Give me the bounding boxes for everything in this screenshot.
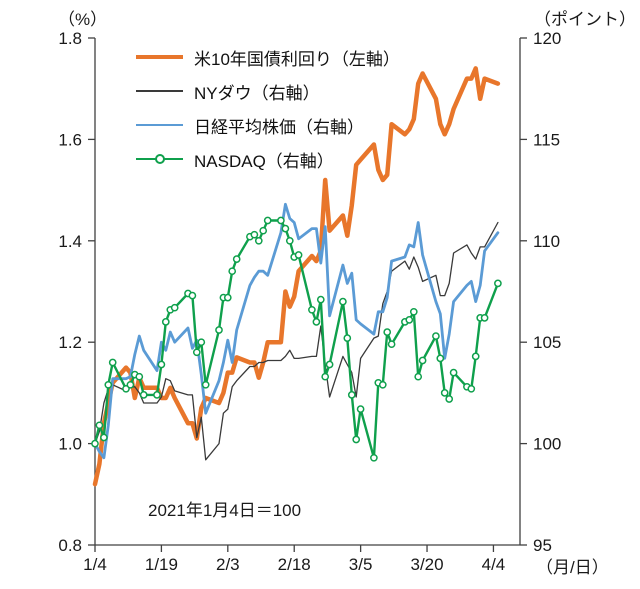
legend-item-us10y: 米10年国債利回り（左軸） (136, 46, 400, 69)
left-axis-unit-label: （%） (58, 10, 108, 29)
us10y-line-sample (136, 46, 183, 68)
legend-label-nasdaq: NASDAQ（右軸） (194, 151, 334, 171)
svg-text:1.6: 1.6 (58, 130, 82, 149)
svg-text:1.0: 1.0 (58, 435, 82, 454)
nikkei-line-sample (136, 114, 183, 136)
line-swatch-icon (136, 54, 183, 60)
svg-text:2/18: 2/18 (278, 555, 311, 574)
legend-item-nikkei: 日経平均株価（右軸） (136, 114, 400, 137)
line-swatch-icon (136, 90, 183, 92)
svg-text:4/4: 4/4 (482, 555, 506, 574)
svg-text:3/20: 3/20 (410, 555, 443, 574)
svg-text:1.4: 1.4 (58, 232, 82, 251)
nydow-line-sample (136, 80, 183, 102)
svg-text:110: 110 (533, 232, 560, 251)
legend-label-nikkei: 日経平均株価（右軸） (194, 117, 364, 137)
svg-text:0.8: 0.8 (58, 536, 82, 555)
svg-text:120: 120 (533, 29, 561, 48)
base-date-annotation: 2021年1月4日＝100 (148, 501, 302, 520)
svg-text:3/5: 3/5 (349, 555, 373, 574)
svg-text:115: 115 (533, 130, 560, 149)
svg-text:1/19: 1/19 (145, 555, 178, 574)
svg-text:95: 95 (533, 536, 552, 555)
svg-text:1/4: 1/4 (83, 555, 107, 574)
legend-label-us10y: 米10年国債利回り（左軸） (194, 49, 400, 69)
circle-marker-icon (154, 154, 165, 164)
right-axis-unit-label: （ポイント） (534, 10, 636, 29)
svg-text:1.2: 1.2 (58, 333, 82, 352)
svg-text:2/3: 2/3 (216, 555, 240, 574)
x-axis-unit-label: （月/日） (536, 558, 609, 577)
svg-text:100: 100 (533, 435, 561, 454)
line-swatch-icon (136, 123, 183, 127)
legend-item-nydow: NYダウ（右軸） (136, 80, 400, 103)
legend-label-nydow: NYダウ（右軸） (194, 83, 320, 103)
nasdaq-line-sample (136, 148, 183, 170)
legend-item-nasdaq: NASDAQ（右軸） (136, 148, 400, 171)
svg-text:1.8: 1.8 (58, 29, 82, 48)
chart-legend: 米10年国債利回り（左軸） NYダウ（右軸） 日経平均株価（右軸） NASDAQ… (136, 46, 400, 182)
svg-text:105: 105 (533, 333, 561, 352)
